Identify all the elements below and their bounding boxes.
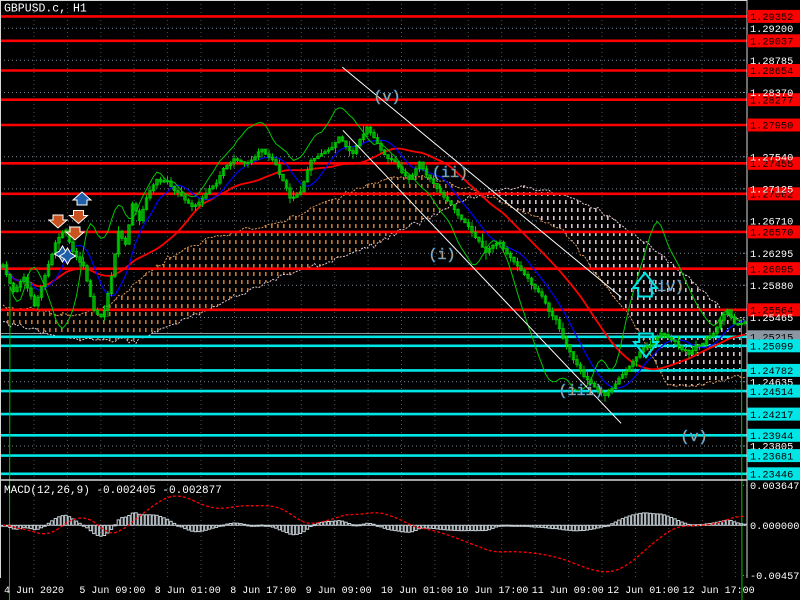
svg-text:1.29352: 1.29352 — [750, 12, 793, 24]
svg-text:5 Jun 09:00: 5 Jun 09:00 — [79, 586, 145, 597]
svg-text:1.25880: 1.25880 — [750, 281, 793, 293]
svg-text:1.25099: 1.25099 — [750, 342, 793, 354]
svg-text:GBPUSD.c, H1: GBPUSD.c, H1 — [4, 3, 87, 16]
svg-text:12 Jun 01:00: 12 Jun 01:00 — [607, 586, 679, 597]
svg-text:1.23681: 1.23681 — [750, 451, 793, 463]
svg-text:0.000000: 0.000000 — [750, 521, 799, 533]
svg-text:8 Jun 01:00: 8 Jun 01:00 — [155, 586, 221, 597]
svg-text:4 Jun 2020: 4 Jun 2020 — [4, 586, 64, 597]
svg-text:1.26095: 1.26095 — [750, 264, 793, 276]
svg-text:1.28654: 1.28654 — [750, 66, 793, 78]
svg-text:1.24514: 1.24514 — [750, 387, 793, 399]
svg-text:MACD(12,26,9) -0.002405 -0.002: MACD(12,26,9) -0.002405 -0.002877 — [4, 485, 222, 497]
svg-text:1.28370: 1.28370 — [750, 88, 793, 100]
svg-text:11 Jun 09:00: 11 Jun 09:00 — [532, 586, 604, 597]
svg-text:1.23446: 1.23446 — [750, 470, 793, 482]
svg-text:(iii): (iii) — [558, 383, 603, 400]
svg-text:1.23944: 1.23944 — [750, 431, 793, 443]
svg-text:1.29037: 1.29037 — [750, 37, 793, 49]
svg-text:0.003647: 0.003647 — [750, 481, 799, 493]
svg-text:1.29200: 1.29200 — [750, 24, 793, 36]
svg-text:1.24217: 1.24217 — [750, 410, 793, 422]
svg-text:(ii): (ii) — [432, 165, 468, 182]
svg-text:1.25465: 1.25465 — [750, 313, 793, 325]
svg-text:1.26710: 1.26710 — [750, 217, 793, 229]
svg-text:9 Jun 09:00: 9 Jun 09:00 — [306, 586, 372, 597]
svg-text:1.26295: 1.26295 — [750, 249, 793, 261]
svg-text:(v): (v) — [373, 89, 400, 106]
svg-text:-0.004573: -0.004573 — [750, 571, 800, 583]
svg-text:10 Jun 01:00: 10 Jun 01:00 — [381, 586, 453, 597]
svg-text:10 Jun 17:00: 10 Jun 17:00 — [456, 586, 528, 597]
svg-text:1.27125: 1.27125 — [750, 185, 793, 197]
svg-text:1.27540: 1.27540 — [750, 152, 793, 164]
svg-text:1.24782: 1.24782 — [750, 366, 793, 378]
svg-text:(i): (i) — [428, 247, 455, 264]
svg-text:(v): (v) — [680, 429, 707, 446]
svg-text:8 Jun 17:00: 8 Jun 17:00 — [230, 586, 296, 597]
svg-text:1.26570: 1.26570 — [750, 228, 793, 240]
svg-text:1.28785: 1.28785 — [750, 56, 793, 68]
svg-text:1.27950: 1.27950 — [750, 121, 793, 133]
svg-text:12 Jun 17:00: 12 Jun 17:00 — [683, 586, 755, 597]
